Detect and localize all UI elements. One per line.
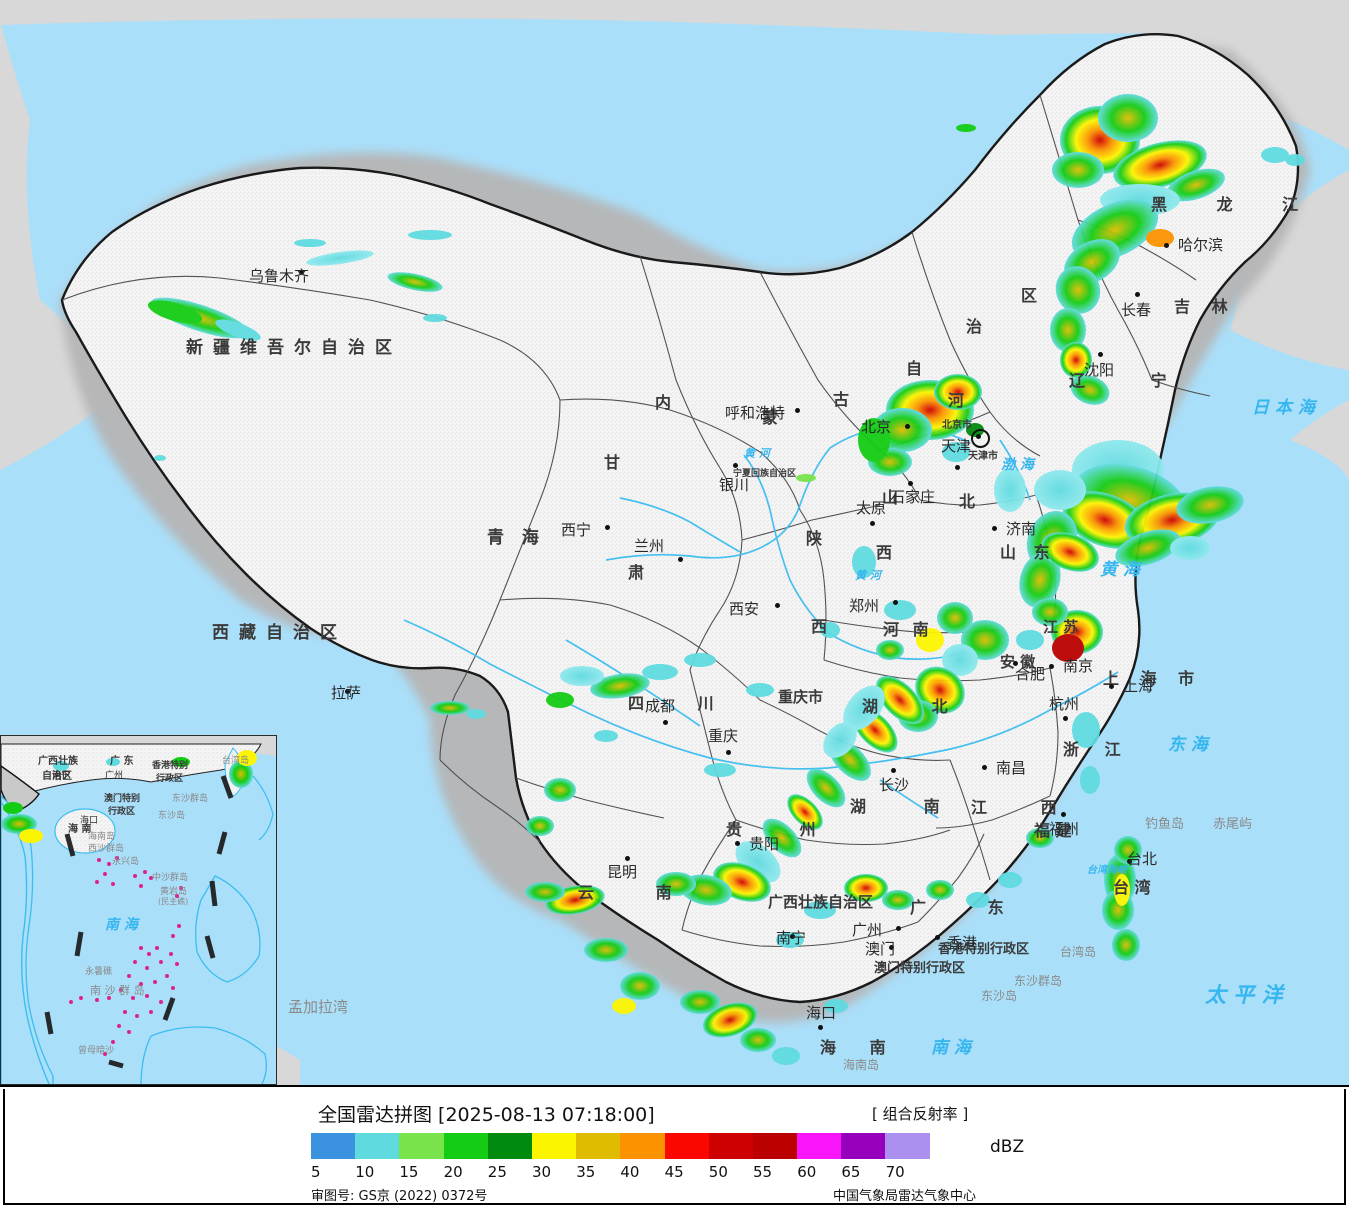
dbz-tick-20: 20	[443, 1163, 463, 1181]
china-radar-map	[0, 0, 1349, 1085]
dbz-tick-65: 65	[841, 1163, 861, 1181]
city-marker	[1013, 661, 1018, 666]
city-marker	[1061, 812, 1066, 817]
colorbar-swatch-65[interactable]	[841, 1133, 886, 1159]
echo-xinjiang	[147, 230, 452, 461]
city-marker	[775, 603, 780, 608]
dbz-tick-10: 10	[355, 1163, 375, 1181]
echo-southcoast	[776, 874, 990, 948]
dbz-tick-45: 45	[664, 1163, 684, 1181]
city-marker	[605, 525, 610, 530]
city-marker	[299, 270, 304, 275]
dbz-tick-labels: 5 10 15 20 25 30 35 40 45 50 55 60 65 70	[305, 1163, 1085, 1181]
city-marker	[1164, 243, 1169, 248]
approval-number: 审图号: GS京 (2022) 0372号	[311, 1189, 488, 1204]
echo-northeast	[956, 94, 1305, 405]
echo-jiangsu	[1016, 598, 1103, 662]
dbz-tick-50: 50	[708, 1163, 728, 1181]
colorbar-swatch-40[interactable]	[620, 1133, 665, 1159]
dbz-tick-15: 15	[399, 1163, 419, 1181]
city-marker	[893, 600, 898, 605]
city-marker	[818, 1025, 823, 1030]
dbz-unit-label: dBZ	[990, 1137, 1025, 1157]
echo-henan	[820, 546, 916, 660]
city-marker	[896, 926, 901, 931]
city-marker	[1063, 716, 1068, 721]
credit-label: 中国气象局雷达气象中心	[833, 1189, 977, 1204]
radar-echoes	[147, 94, 1305, 1065]
rivers	[403, 425, 1119, 819]
colorbar-swatch-70[interactable]	[885, 1133, 930, 1159]
city-marker	[1135, 292, 1140, 297]
city-marker	[733, 463, 738, 468]
city-marker	[345, 689, 350, 694]
city-marker	[625, 856, 630, 861]
colorbar-swatch-55[interactable]	[752, 1133, 798, 1159]
colorbar-swatch-30[interactable]	[531, 1133, 577, 1159]
echo-hainan	[680, 990, 848, 1065]
echo-taiwan	[1102, 836, 1142, 961]
echo-eastcoast	[998, 712, 1100, 888]
echo-squall-line	[656, 675, 925, 906]
colorbar-swatch-60[interactable]	[797, 1133, 842, 1159]
map-canvas[interactable]: 新疆维吾尔自治区 西藏自治区青 海甘肃内蒙古自治区宁夏回族自治区陕西山西河北河 南…	[0, 0, 1349, 1085]
city-marker	[1109, 684, 1114, 689]
city-marker	[790, 934, 795, 939]
city-marker	[726, 750, 731, 755]
echo-sichuan	[526, 653, 774, 836]
city-marker	[905, 424, 910, 429]
city-marker	[735, 841, 740, 846]
colorbar-swatch-20[interactable]	[443, 1133, 488, 1159]
dbz-tick-30: 30	[532, 1163, 552, 1181]
city-marker	[955, 465, 960, 470]
capital-marker-beijing	[971, 429, 990, 448]
city-marker	[891, 768, 896, 773]
city-marker	[663, 720, 668, 725]
dbz-colorbar[interactable]	[311, 1133, 930, 1159]
dbz-tick-35: 35	[576, 1163, 596, 1181]
echo-tibet	[430, 701, 486, 719]
echo-shandong-band	[994, 440, 1244, 608]
colorbar-swatch-5[interactable]	[311, 1133, 356, 1159]
footer-border	[3, 1089, 1346, 1205]
city-marker	[908, 481, 913, 486]
colorbar-swatch-10[interactable]	[355, 1133, 400, 1159]
colorbar-swatch-25[interactable]	[487, 1133, 532, 1159]
city-marker	[1049, 664, 1054, 669]
echo-yunnan	[525, 882, 660, 1014]
south-china-sea-inset[interactable]	[0, 735, 277, 1085]
product-mode-label: [ 组合反射率 ]	[872, 1105, 969, 1123]
city-marker	[982, 765, 987, 770]
city-marker	[1127, 859, 1132, 864]
dbz-tick-5: 5	[311, 1163, 321, 1181]
radar-title: 全国雷达拼图 [2025-08-13 07:18:00]	[318, 1104, 655, 1126]
dbz-tick-25: 25	[487, 1163, 507, 1181]
city-marker	[935, 935, 940, 940]
city-marker	[889, 945, 894, 950]
inset-map	[1, 736, 276, 1084]
city-marker	[1098, 352, 1103, 357]
colorbar-swatch-15[interactable]	[399, 1133, 444, 1159]
colorbar-swatch-35[interactable]	[576, 1133, 621, 1159]
echo-northchina	[796, 374, 984, 482]
city-marker	[992, 526, 997, 531]
city-marker	[678, 557, 683, 562]
dbz-tick-70: 70	[885, 1163, 905, 1181]
city-marker	[795, 408, 800, 413]
dbz-tick-40: 40	[620, 1163, 640, 1181]
colorbar-swatch-45[interactable]	[664, 1133, 709, 1159]
dbz-tick-55: 55	[753, 1163, 773, 1181]
city-marker	[870, 521, 875, 526]
colorbar-swatch-50[interactable]	[708, 1133, 753, 1159]
dbz-tick-60: 60	[797, 1163, 817, 1181]
